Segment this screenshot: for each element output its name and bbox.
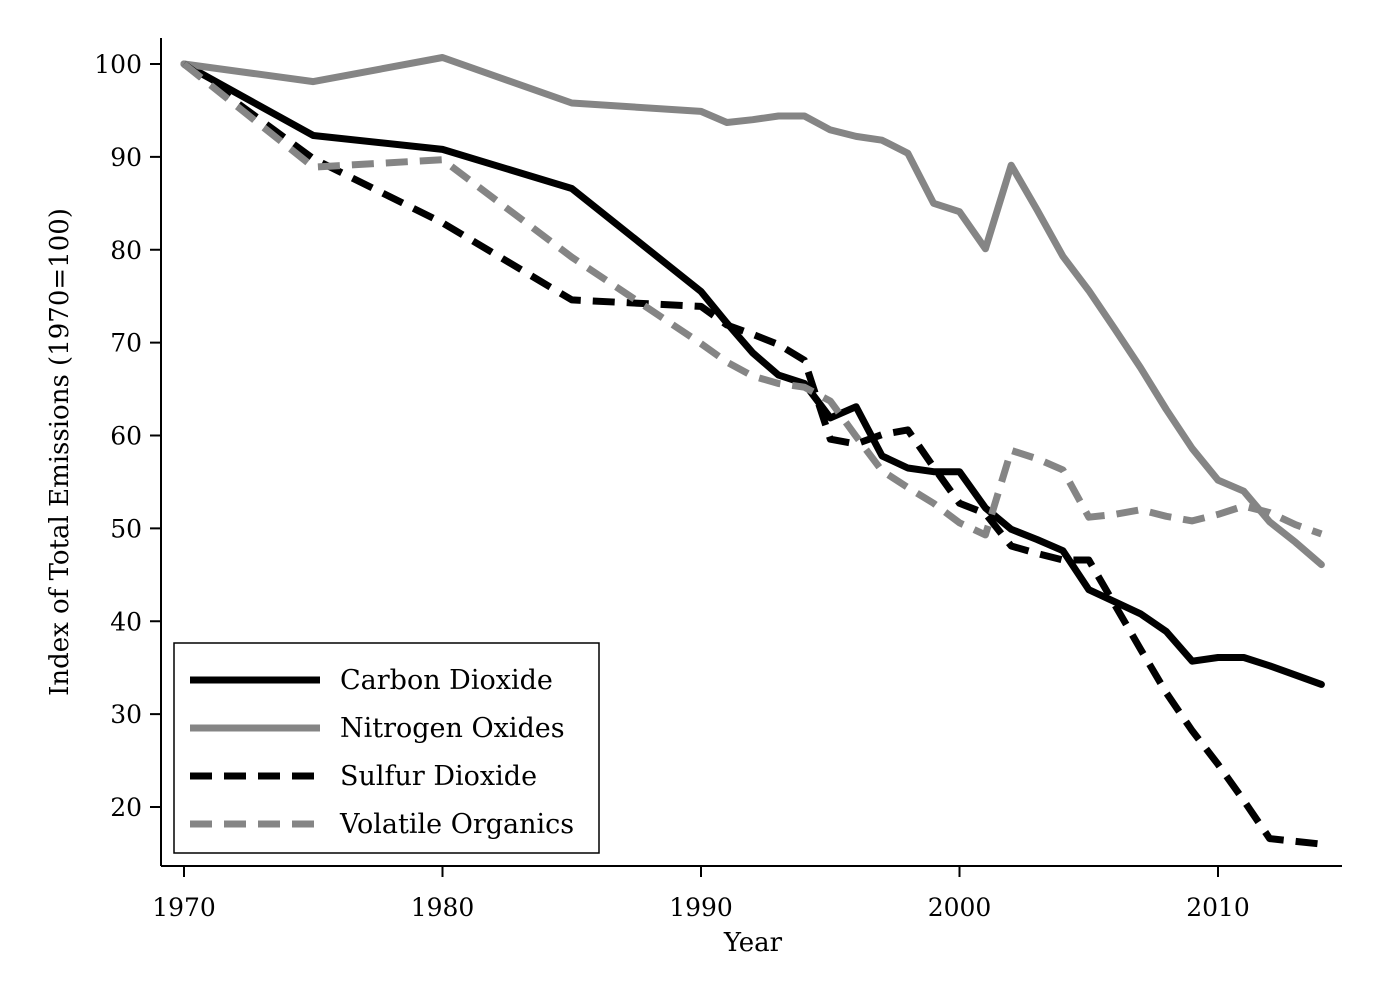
x-tick-label: 1990 [669,893,733,922]
legend-label-volatile-organics: Volatile Organics [339,809,574,840]
legend-label-sulfur-dioxide: Sulfur Dioxide [340,761,537,792]
legend-items: Carbon Dioxide Nitrogen Oxides Sulfur Diox… [190,665,574,840]
series-line-carbon-dioxide [180,60,1325,688]
x-axis-title: Year [723,928,783,958]
legend-label-carbon-dioxide: Carbon Dioxide [340,665,553,696]
axes [160,38,1342,867]
y-axis-title: Index of Total Emissions (1970=100) [45,208,75,696]
x-ticks: 1970 1980 1990 2000 2010 [152,866,1250,922]
y-tick-label: 100 [94,50,142,79]
series-line-volatile-organics [181,61,1323,539]
y-tick-label: 20 [110,793,142,822]
x-tick-label: 2000 [928,893,992,922]
x-tick-label: 1980 [411,893,475,922]
y-ticks: 20 30 40 50 60 70 80 90 100 [94,50,161,822]
y-tick-label: 30 [110,700,142,729]
legend-label-nitrogen-oxides: Nitrogen Oxides [340,713,565,744]
x-tick-label: 1970 [152,893,216,922]
y-tick-label: 50 [110,514,142,543]
series-line-sulfur-dioxide [181,61,1322,848]
y-tick-label: 60 [110,422,142,451]
series-line-nitrogen-oxides [180,54,1325,569]
series-layer [180,54,1325,848]
y-tick-label: 80 [110,236,142,265]
y-tick-label: 90 [110,143,142,172]
y-tick-label: 70 [110,329,142,358]
legend: Carbon Dioxide Nitrogen Oxides Sulfur Diox… [173,642,600,854]
x-tick-label: 2010 [1186,893,1250,922]
y-tick-label: 40 [110,607,142,636]
